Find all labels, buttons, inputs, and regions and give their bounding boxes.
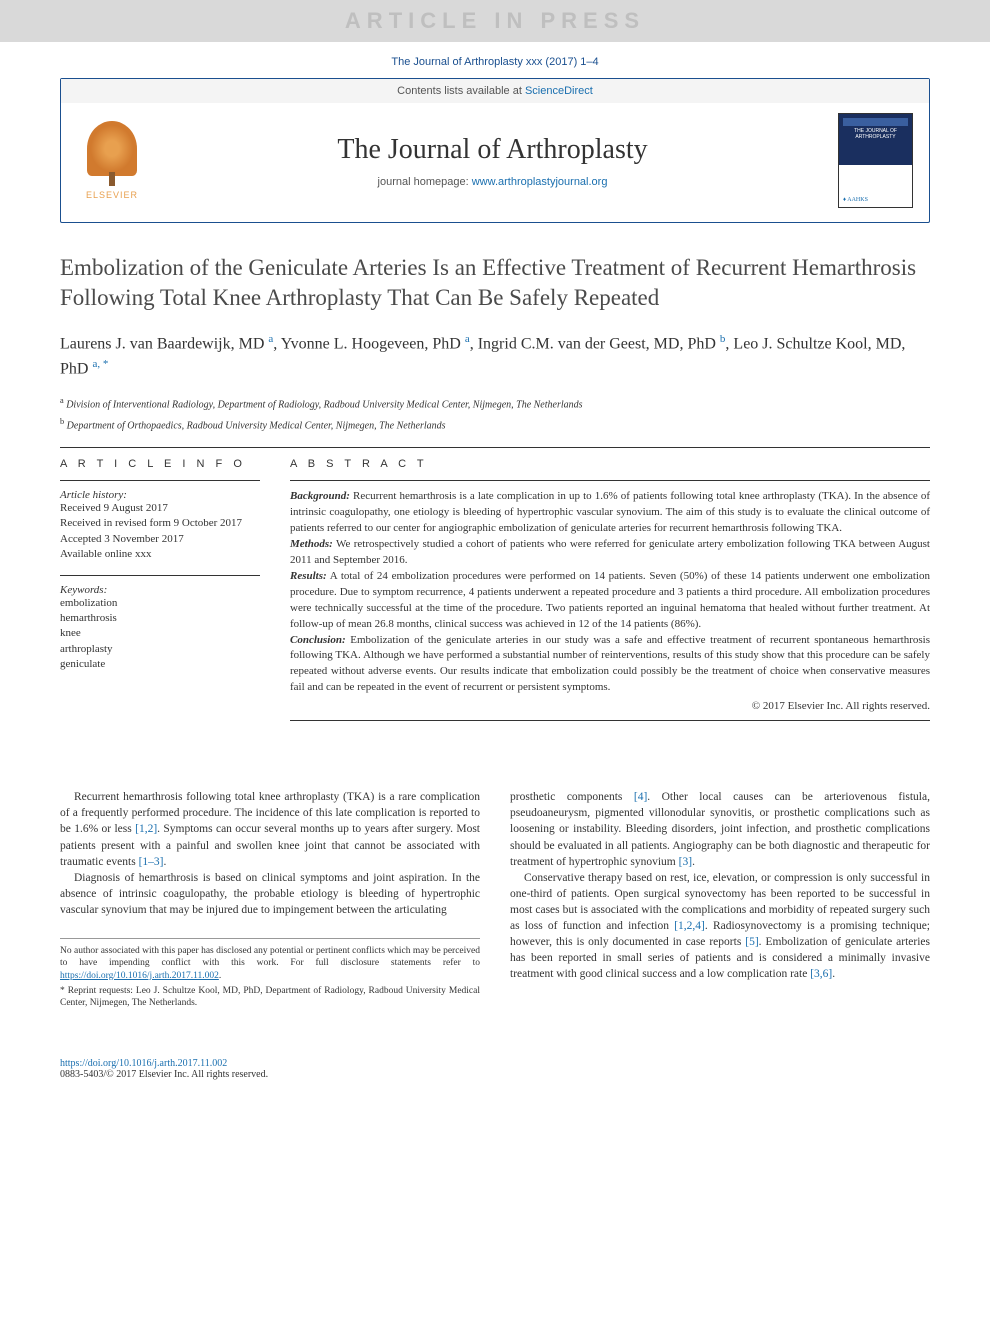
body-columns: Recurrent hemarthrosis following total k…	[60, 789, 930, 1009]
body-paragraph: prosthetic components [4]. Other local c…	[510, 789, 930, 869]
contents-bar: Contents lists available at ScienceDirec…	[61, 79, 929, 103]
journal-header-box: Contents lists available at ScienceDirec…	[60, 78, 930, 223]
article-in-press-banner: ARTICLE IN PRESS	[0, 0, 990, 42]
footnotes: No author associated with this paper has…	[60, 938, 480, 1010]
cover-title: THE JOURNAL OF ARTHROPLASTY	[839, 114, 912, 140]
body-column-left: Recurrent hemarthrosis following total k…	[60, 789, 480, 1009]
online-date: Available online xxx	[60, 547, 260, 562]
sciencedirect-link[interactable]: ScienceDirect	[525, 85, 593, 97]
journal-cover-thumbnail[interactable]: THE JOURNAL OF ARTHROPLASTY ♦ AAHKS	[838, 113, 913, 208]
keyword: embolization	[60, 596, 260, 611]
body-column-right: prosthetic components [4]. Other local c…	[510, 789, 930, 1009]
reference-link[interactable]: [3,6]	[810, 968, 832, 980]
doi-link[interactable]: https://doi.org/10.1016/j.arth.2017.11.0…	[60, 1058, 227, 1069]
page-footer: https://doi.org/10.1016/j.arth.2017.11.0…	[0, 1050, 990, 1100]
cover-society-logo: ♦ AAHKS	[843, 197, 868, 203]
journal-name: The Journal of Arthroplasty	[165, 134, 820, 166]
article-info-column: A R T I C L E I N F O Article history: R…	[60, 458, 260, 729]
abstract-column: A B S T R A C T Background: Recurrent he…	[290, 458, 930, 729]
info-divider	[60, 480, 260, 481]
abstract-divider	[290, 480, 930, 481]
keyword: arthroplasty	[60, 642, 260, 657]
abstract-text: Background: Recurrent hemarthrosis is a …	[290, 489, 930, 696]
history-label: Article history:	[60, 489, 260, 501]
received-date: Received 9 August 2017	[60, 501, 260, 516]
journal-homepage-link[interactable]: www.arthroplastyjournal.org	[472, 176, 608, 188]
disclosure-link[interactable]: https://doi.org/10.1016/j.arth.2017.11.0…	[60, 971, 219, 981]
article-title: Embolization of the Geniculate Arteries …	[60, 253, 930, 313]
reprint-footnote: * Reprint requests: Leo J. Schultze Kool…	[60, 985, 480, 1010]
elsevier-text: ELSEVIER	[86, 190, 138, 200]
contents-prefix: Contents lists available at	[397, 85, 525, 97]
reference-link[interactable]: [1,2,4]	[674, 920, 705, 932]
abstract-bottom-divider	[290, 720, 930, 721]
keywords-label: Keywords:	[60, 584, 260, 596]
body-paragraph: Recurrent hemarthrosis following total k…	[60, 789, 480, 869]
citation-line: The Journal of Arthroplasty xxx (2017) 1…	[0, 42, 990, 78]
revised-date: Received in revised form 9 October 2017	[60, 516, 260, 531]
keyword: geniculate	[60, 657, 260, 672]
reference-link[interactable]: [4]	[634, 791, 647, 803]
reference-link[interactable]: [1,2]	[135, 823, 157, 835]
reference-link[interactable]: [3]	[679, 856, 692, 868]
keyword: hemarthrosis	[60, 611, 260, 626]
article-info-heading: A R T I C L E I N F O	[60, 458, 260, 470]
body-paragraph: Diagnosis of hemarthrosis is based on cl…	[60, 870, 480, 918]
reference-link[interactable]: [5]	[745, 936, 758, 948]
info-divider	[60, 575, 260, 576]
elsevier-logo[interactable]: ELSEVIER	[77, 121, 147, 201]
abstract-copyright: © 2017 Elsevier Inc. All rights reserved…	[290, 700, 930, 712]
body-paragraph: Conservative therapy based on rest, ice,…	[510, 870, 930, 983]
accepted-date: Accepted 3 November 2017	[60, 532, 260, 547]
conflict-footnote: No author associated with this paper has…	[60, 945, 480, 982]
abstract-heading: A B S T R A C T	[290, 458, 930, 470]
elsevier-tree-icon	[87, 121, 137, 176]
journal-homepage: journal homepage: www.arthroplastyjourna…	[165, 176, 820, 188]
keyword: knee	[60, 626, 260, 641]
affiliation-a: a Division of Interventional Radiology, …	[60, 395, 930, 412]
reference-link[interactable]: [1–3]	[139, 856, 164, 868]
affiliation-b: b Department of Orthopaedics, Radboud Un…	[60, 416, 930, 433]
section-divider	[60, 447, 930, 448]
author-list: Laurens J. van Baardewijk, MD a, Yvonne …	[60, 331, 930, 382]
issn-copyright: 0883-5403/© 2017 Elsevier Inc. All right…	[60, 1069, 268, 1080]
